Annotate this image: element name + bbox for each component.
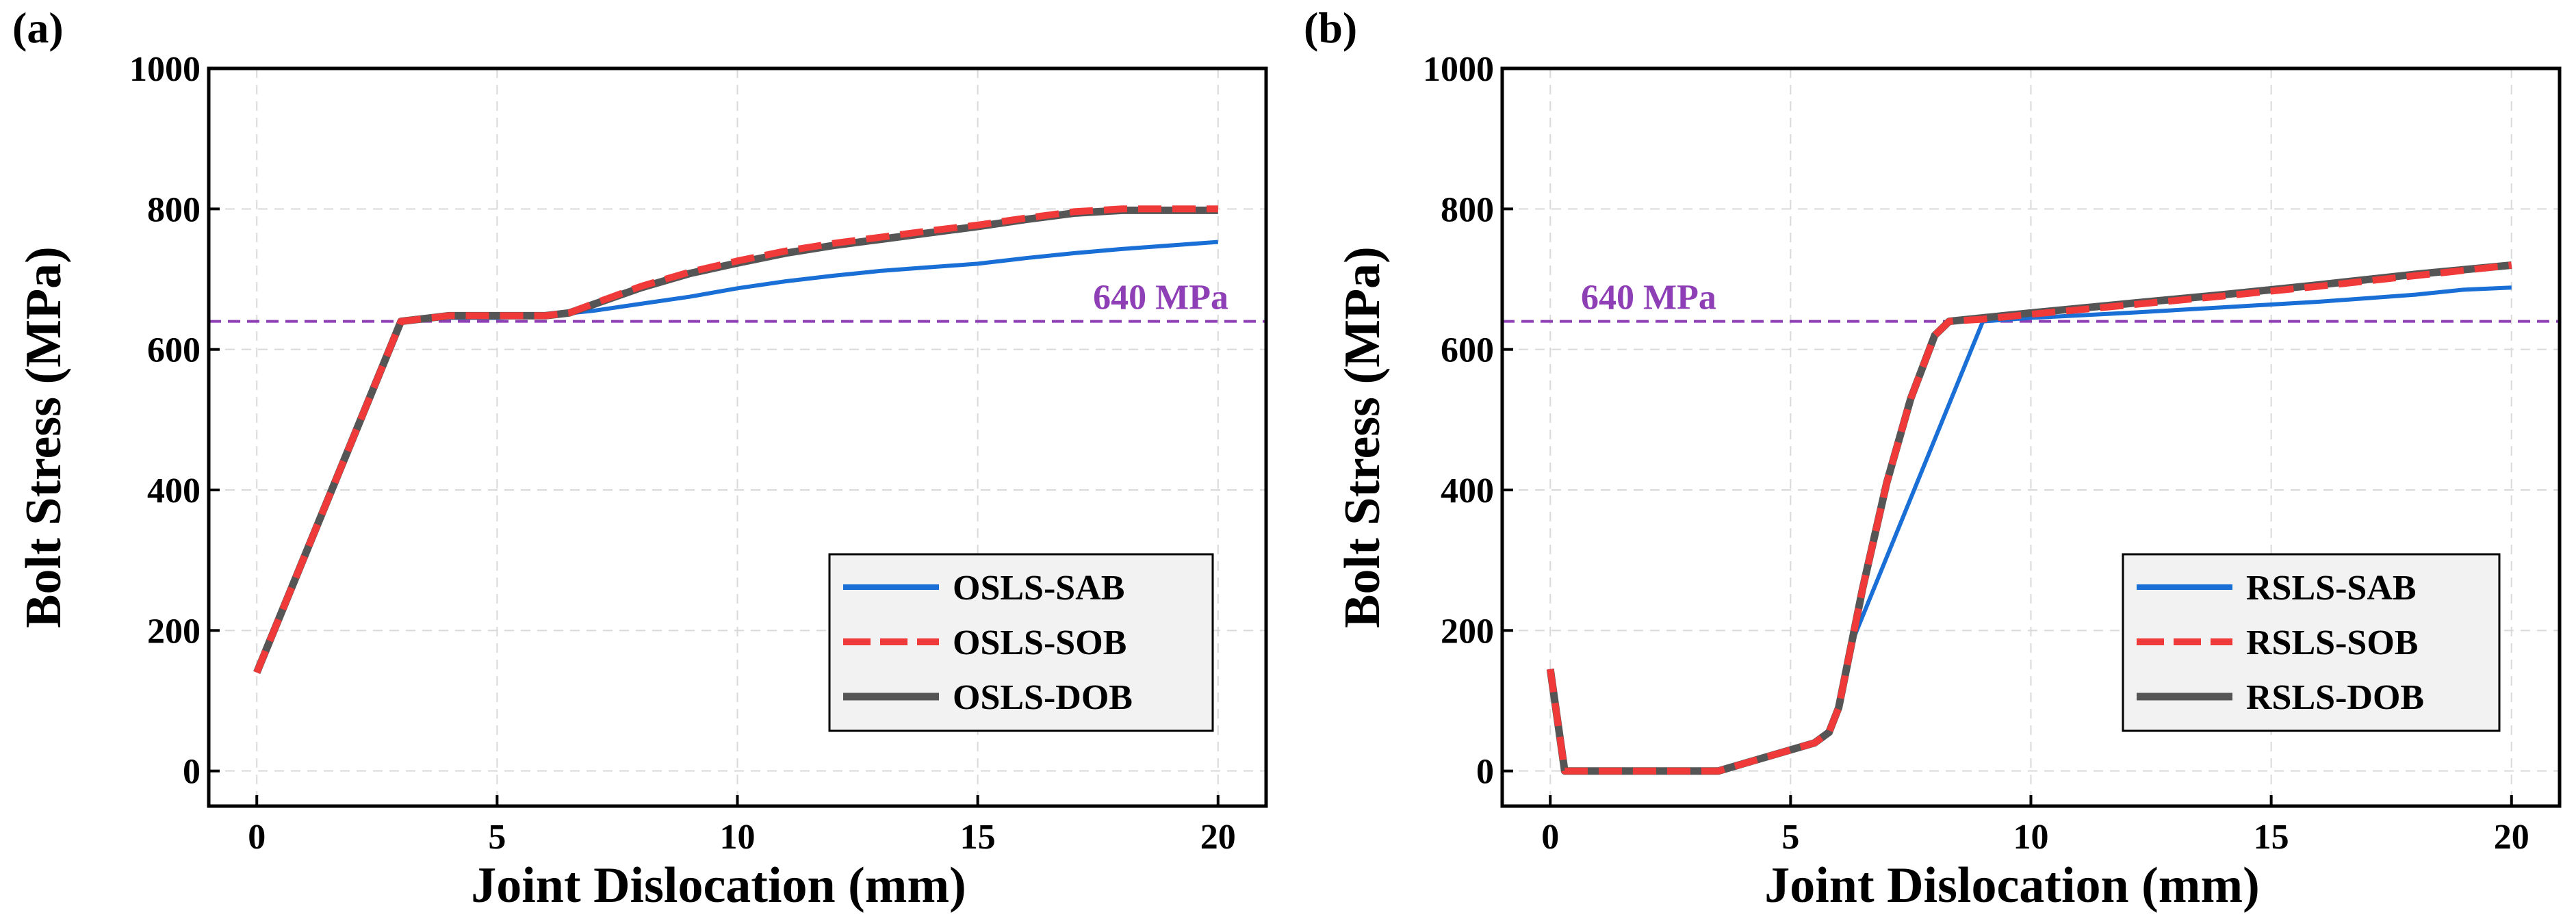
y-axis-label: Bolt Stress (MPa) <box>16 246 72 628</box>
x-tick-label: 20 <box>1200 818 1236 857</box>
x-tick-label: 5 <box>1781 818 1799 857</box>
panel-label: (b) <box>1304 3 1357 52</box>
y-tick-label: 200 <box>147 612 201 651</box>
x-axis-label: Joint Dislocation (mm) <box>1764 857 2260 914</box>
panel-b: (b) 640 MPa 0 5 10 15 20 0 200 400 600 800 1000 J… <box>1304 3 2562 914</box>
y-tick-label: 400 <box>1441 471 1494 510</box>
legend-items: RSLS-SAB RSLS-SOB RSLS-DOB <box>2137 569 2424 717</box>
reference-line-group: 640 MPa <box>209 279 1266 323</box>
legend-label: OSLS-SAB <box>953 569 1124 608</box>
x-tick-label: 5 <box>488 818 506 857</box>
reference-line-label: 640 MPa <box>1581 279 1716 318</box>
panel-a: (a) 640 MPa 0 5 10 15 20 0 200 400 600 800 1000 J… <box>12 3 1268 914</box>
x-axis-label: Joint Dislocation (mm) <box>471 857 966 914</box>
y-tick-label: 800 <box>147 190 201 229</box>
x-tick-label: 15 <box>960 818 996 857</box>
y-ticks: 0 200 400 600 800 1000 <box>1423 50 1513 792</box>
reference-line-group: 640 MPa <box>1502 279 2560 323</box>
y-ticks: 0 200 400 600 800 1000 <box>129 50 220 792</box>
legend-label: RSLS-DOB <box>2246 678 2424 717</box>
legend-label: OSLS-SOB <box>953 623 1126 662</box>
legend-items: OSLS-SAB OSLS-SOB OSLS-DOB <box>843 569 1133 717</box>
series-group <box>1546 261 2512 775</box>
y-axis-label: Bolt Stress (MPa) <box>1335 246 1391 628</box>
series-line-rsls-sob <box>1547 261 2512 775</box>
y-tick-label: 1000 <box>129 50 201 89</box>
y-tick-label: 1000 <box>1423 50 1494 89</box>
y-tick-label: 600 <box>147 331 201 370</box>
series-line-osls-sob <box>253 205 1218 674</box>
x-tick-label: 10 <box>720 818 756 857</box>
reference-line-label: 640 MPa <box>1093 279 1228 318</box>
legend: RSLS-SAB RSLS-SOB RSLS-DOB <box>2122 553 2501 732</box>
legend-label: RSLS-SOB <box>2246 623 2418 662</box>
x-tick-label: 0 <box>248 818 266 857</box>
y-tick-label: 0 <box>1476 753 1494 792</box>
y-tick-label: 0 <box>183 753 201 792</box>
y-tick-label: 400 <box>147 471 201 510</box>
series-group <box>253 205 1219 674</box>
x-tick-label: 20 <box>2494 818 2529 857</box>
y-tick-label: 200 <box>1441 612 1494 651</box>
legend: OSLS-SAB OSLS-SOB OSLS-DOB <box>828 553 1214 732</box>
x-ticks: 0 5 10 15 20 <box>1541 795 2529 857</box>
x-ticks: 0 5 10 15 20 <box>248 795 1236 857</box>
y-tick-label: 800 <box>1441 190 1494 229</box>
panel-label: (a) <box>12 3 64 52</box>
x-tick-label: 0 <box>1541 818 1559 857</box>
x-tick-label: 15 <box>2254 818 2289 857</box>
legend-label: RSLS-SAB <box>2246 569 2417 608</box>
x-tick-label: 10 <box>2013 818 2049 857</box>
y-tick-label: 600 <box>1441 331 1494 370</box>
legend-label: OSLS-DOB <box>953 678 1133 717</box>
